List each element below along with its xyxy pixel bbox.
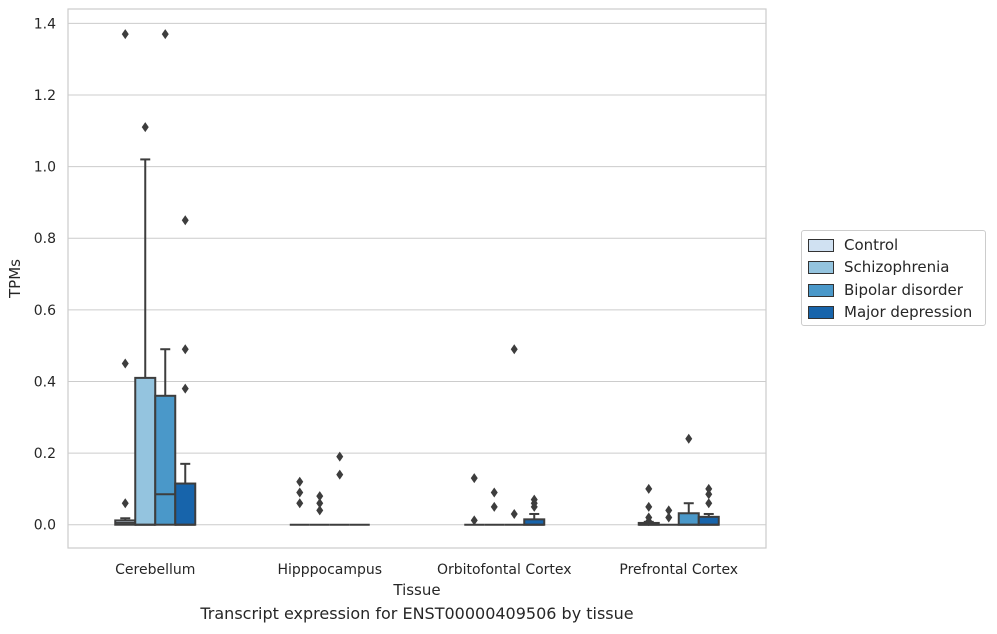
legend-label-major-depression: Major depression: [844, 303, 973, 321]
plot-frame: [67, 8, 767, 549]
box-major-depression-cerebellum: [174, 482, 197, 526]
y-tick-label: 1.4: [34, 16, 56, 32]
outlier-point: [470, 473, 478, 484]
outlier-point: [316, 505, 324, 516]
box-major-depression-prefrontal-cortex: [697, 515, 720, 526]
outlier-point: [645, 512, 653, 523]
x-axis-label: Tissue: [392, 581, 440, 599]
outlier-point: [470, 515, 478, 526]
outlier-point: [685, 433, 693, 444]
outlier-point: [181, 383, 189, 394]
outlier-point: [645, 483, 653, 494]
outlier-point: [121, 498, 129, 509]
outlier-point: [121, 358, 129, 369]
x-tick-label: Cerebellum: [115, 562, 195, 578]
legend-item-bipolar-disorder: Bipolar disorder: [808, 280, 963, 300]
legend-label-schizophrenia: Schizophrenia: [844, 258, 950, 276]
outlier-point: [181, 344, 189, 355]
legend-swatch-bipolar-disorder: [808, 283, 834, 297]
outlier-point: [705, 498, 713, 509]
outlier-point: [705, 489, 713, 500]
x-tick-label: Prefrontal Cortex: [619, 562, 738, 578]
outlier-point: [705, 483, 713, 494]
x-tick-label: Orbitofontal Cortex: [437, 562, 572, 578]
outlier-point: [296, 487, 304, 498]
legend: Control Schizophrenia Bipolar disorder M…: [801, 230, 986, 326]
outlier-point: [316, 498, 324, 509]
box-schizophrenia-cerebellum: [134, 376, 157, 526]
legend-item-control: Control: [808, 235, 898, 255]
outlier-point: [161, 29, 169, 40]
legend-item-schizophrenia: Schizophrenia: [808, 257, 949, 277]
box-bipolar-disorder-prefrontal-cortex: [677, 512, 700, 526]
legend-swatch-control: [808, 238, 834, 252]
y-tick-label: 1.2: [34, 88, 56, 104]
outlier-point: [510, 344, 518, 355]
legend-swatch-schizophrenia: [808, 260, 834, 274]
outlier-point: [296, 498, 304, 509]
outlier-point: [665, 505, 673, 516]
outlier-point: [336, 469, 344, 480]
y-tick-label: 1.0: [34, 160, 56, 176]
outlier-point: [336, 451, 344, 462]
legend-item-major-depression: Major depression: [808, 302, 972, 322]
y-tick-label: 0.2: [34, 446, 56, 462]
outlier-point: [530, 494, 538, 505]
outlier-point: [316, 491, 324, 502]
y-tick-label: 0.6: [34, 303, 56, 319]
outlier-point: [141, 122, 149, 133]
y-tick-label: 0.4: [34, 374, 56, 390]
outlier-point: [490, 501, 498, 512]
y-tick-label: 0.0: [34, 518, 56, 534]
outlier-point: [181, 215, 189, 226]
y-axis-label: TPMs: [6, 259, 24, 299]
chart-caption: Transcript expression for ENST0000040950…: [200, 604, 634, 623]
legend-swatch-major-depression: [808, 305, 834, 319]
outlier-point: [296, 476, 304, 487]
legend-label-control: Control: [844, 236, 899, 254]
outlier-point: [645, 501, 653, 512]
outlier-point: [665, 512, 673, 523]
box-bipolar-disorder-cerebellum: [154, 394, 177, 526]
outlier-point: [121, 29, 129, 40]
x-tick-label: Hipppocampus: [277, 562, 382, 578]
legend-label-bipolar-disorder: Bipolar disorder: [844, 281, 963, 299]
outlier-point: [510, 508, 518, 519]
outlier-point: [490, 487, 498, 498]
y-tick-label: 0.8: [34, 231, 56, 247]
